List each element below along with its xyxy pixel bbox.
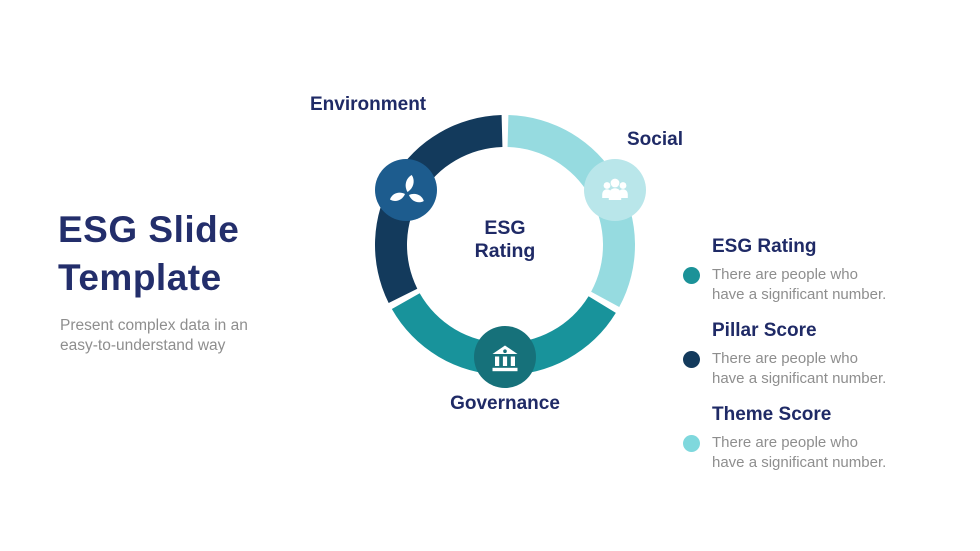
legend-item-description: There are people who have a significant …	[712, 350, 887, 387]
slide-title: ESG Slide Template	[58, 209, 240, 298]
donut-segment-governance	[391, 293, 616, 376]
segment-label-social: Social	[627, 129, 683, 150]
bank-icon	[492, 345, 518, 372]
donut-center-label: ESG Rating	[474, 217, 536, 262]
legend-bullet-icon	[683, 351, 700, 368]
legend-item-pillar-score: Pillar Score There are people who have a…	[683, 320, 933, 389]
segment-label-governance: Governance	[450, 393, 560, 414]
social-badge	[584, 159, 646, 221]
legend-item-title: Pillar Score	[712, 320, 817, 341]
legend-item-title: Theme Score	[712, 404, 832, 425]
esg-donut-diagram	[374, 115, 646, 388]
environment-badge	[375, 159, 437, 221]
slide-subtitle: Present complex data in an easy-to-under…	[60, 317, 248, 354]
legend-bullet-icon	[683, 435, 700, 452]
legend-bullet-icon	[683, 267, 700, 284]
segment-label-environment: Environment	[310, 94, 427, 115]
legend-item-esg-rating: ESG Rating There are people who have a s…	[683, 236, 933, 305]
leaf-icon	[389, 175, 424, 203]
legend-item-description: There are people who have a significant …	[712, 266, 887, 303]
legend-item-theme-score: Theme Score There are people who have a …	[683, 404, 933, 473]
legend-item-title: ESG Rating	[712, 236, 817, 257]
people-icon	[602, 178, 628, 200]
governance-badge	[474, 326, 536, 388]
legend: ESG Rating There are people who have a s…	[683, 236, 933, 488]
legend-item-description: There are people who have a significant …	[712, 434, 887, 471]
intro-block: ESG Slide Template Present complex data …	[58, 206, 318, 356]
